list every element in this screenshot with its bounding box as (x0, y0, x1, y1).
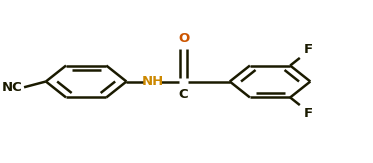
Text: NH: NH (142, 75, 164, 88)
Text: NC: NC (1, 81, 22, 94)
Text: C: C (179, 88, 188, 101)
Text: F: F (303, 43, 313, 56)
Text: F: F (303, 107, 313, 120)
Text: O: O (178, 32, 189, 45)
